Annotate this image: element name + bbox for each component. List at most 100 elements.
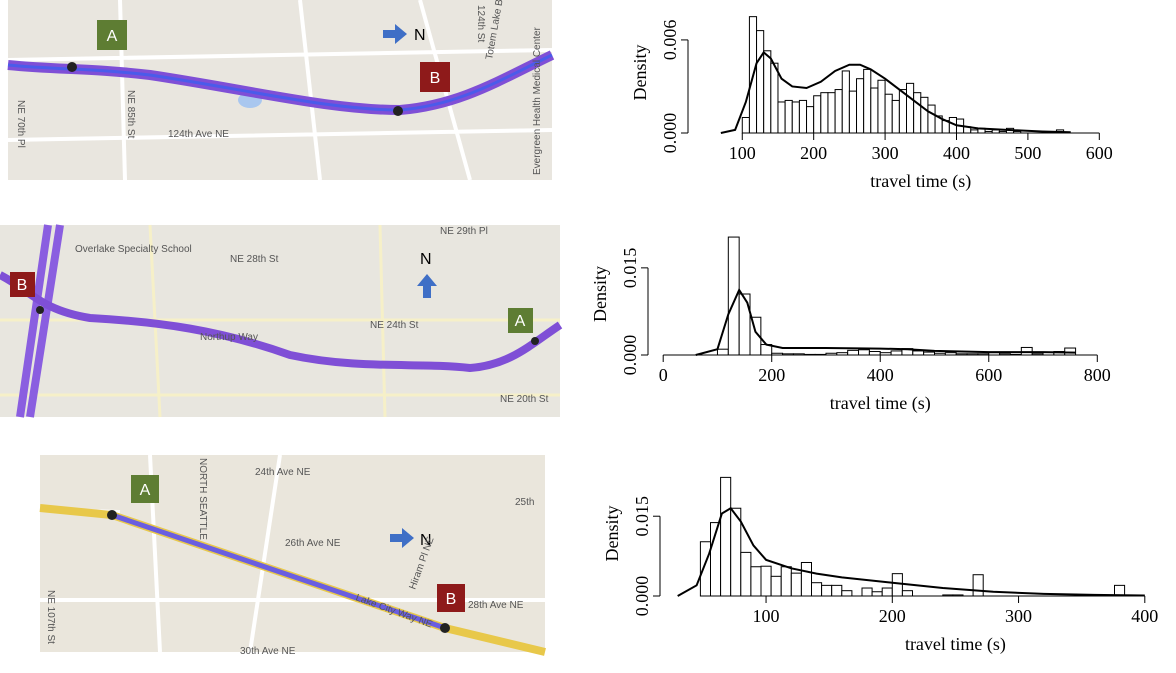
x-axis-label: travel time (s) [905, 634, 1006, 655]
x-tick-label: 500 [1014, 143, 1041, 163]
bar [721, 477, 731, 596]
bar [700, 542, 710, 596]
marker-label: B [430, 70, 441, 87]
bar [731, 508, 741, 596]
bar [914, 93, 921, 133]
y-axis-label: Density [630, 45, 650, 101]
bar [791, 573, 801, 596]
bar [822, 585, 832, 596]
bar [872, 592, 882, 596]
bar [869, 352, 880, 355]
street-label: NE 70th Pl [15, 100, 26, 148]
street-label: NE 28th St [230, 254, 279, 265]
bar [771, 576, 781, 596]
bar [799, 100, 806, 133]
map: A B N NE 85th St 124th Ave NE NE 70th Pl… [8, 0, 552, 180]
marker-label: A [515, 313, 526, 330]
x-tick-label: 600 [1086, 143, 1113, 163]
y-tick-label: 0.015 [632, 496, 652, 537]
x-tick-label: 100 [729, 143, 756, 163]
bar [892, 574, 902, 596]
bar [885, 94, 892, 133]
bar [902, 591, 912, 596]
bar [832, 585, 842, 596]
street-label: NE 85th St [125, 90, 136, 139]
x-axis-label: travel time (s) [830, 393, 931, 414]
bar [764, 51, 771, 133]
x-tick-label: 0 [659, 365, 668, 385]
y-tick-label: 0.006 [660, 20, 680, 61]
street-label: Evergreen Health Medical Center [532, 26, 543, 175]
bar [792, 102, 799, 133]
street-label: 28th Ave NE [468, 600, 524, 611]
bar [891, 351, 902, 355]
x-tick-label: 300 [872, 143, 899, 163]
map: B A N NE 24th St Overlake Specialty Scho… [0, 225, 560, 417]
figure: A B N NE 85th St 124th Ave NE NE 70th Pl… [0, 0, 1176, 673]
bar [821, 93, 828, 133]
street-label: 124th St [475, 5, 486, 42]
y-axis-label: Density [602, 506, 622, 562]
marker-label: B [446, 591, 457, 608]
x-tick-label: 400 [867, 365, 894, 385]
x-tick-label: 100 [753, 606, 780, 626]
bar [882, 588, 892, 596]
street-label: NE 107th St [45, 590, 56, 644]
y-tick-label: 0.000 [632, 576, 652, 617]
bar [973, 575, 983, 596]
marker-label: A [140, 482, 151, 499]
x-tick-label: 400 [1131, 606, 1158, 626]
map: A B N 24th Ave NE 26th Ave NE 28th Ave N… [40, 455, 545, 657]
bar [848, 350, 859, 355]
street-label: NE 24th St [370, 320, 419, 331]
x-tick-label: 800 [1084, 365, 1111, 385]
y-tick-label: 0.015 [620, 248, 640, 289]
street-label: 30th Ave NE [240, 646, 296, 657]
marker-point [393, 106, 403, 116]
x-tick-label: 200 [879, 606, 906, 626]
bar [771, 63, 778, 133]
x-tick-label: 400 [943, 143, 970, 163]
bar [828, 93, 835, 133]
bar [842, 71, 849, 133]
x-tick-label: 200 [758, 365, 785, 385]
bar [785, 100, 792, 133]
street-label: 26th Ave NE [285, 538, 341, 549]
north-label: N [420, 251, 432, 268]
bar [814, 96, 821, 133]
bar [742, 117, 749, 133]
bar [871, 88, 878, 133]
map-background [40, 455, 545, 652]
bar [842, 591, 852, 596]
bar [859, 350, 870, 355]
bar [907, 83, 914, 133]
marker-point [440, 623, 450, 633]
y-tick-label: 0.000 [660, 113, 680, 154]
x-tick-label: 200 [800, 143, 827, 163]
bar [928, 105, 935, 133]
bar [864, 69, 871, 133]
marker-point [531, 337, 539, 345]
bar [835, 90, 842, 133]
street-label: Overlake Specialty School [75, 244, 192, 255]
y-tick-label: 0.000 [620, 335, 640, 376]
bar [849, 91, 856, 133]
street-label: NE 20th St [500, 394, 549, 405]
bar [921, 97, 928, 133]
bar [778, 102, 785, 133]
street-label: 24th Ave NE [255, 467, 311, 478]
y-axis-label: Density [590, 266, 610, 322]
x-tick-label: 300 [1005, 606, 1032, 626]
bar [801, 562, 811, 596]
bar [857, 79, 864, 133]
marker-point [67, 62, 77, 72]
bar [913, 351, 924, 355]
marker-label: B [17, 277, 28, 294]
street-label: NORTH SEATTLE [197, 458, 208, 540]
bar [878, 80, 885, 133]
marker-point [107, 510, 117, 520]
bar [812, 583, 822, 596]
x-tick-label: 600 [975, 365, 1002, 385]
bar [761, 566, 771, 596]
north-label: N [414, 27, 426, 44]
